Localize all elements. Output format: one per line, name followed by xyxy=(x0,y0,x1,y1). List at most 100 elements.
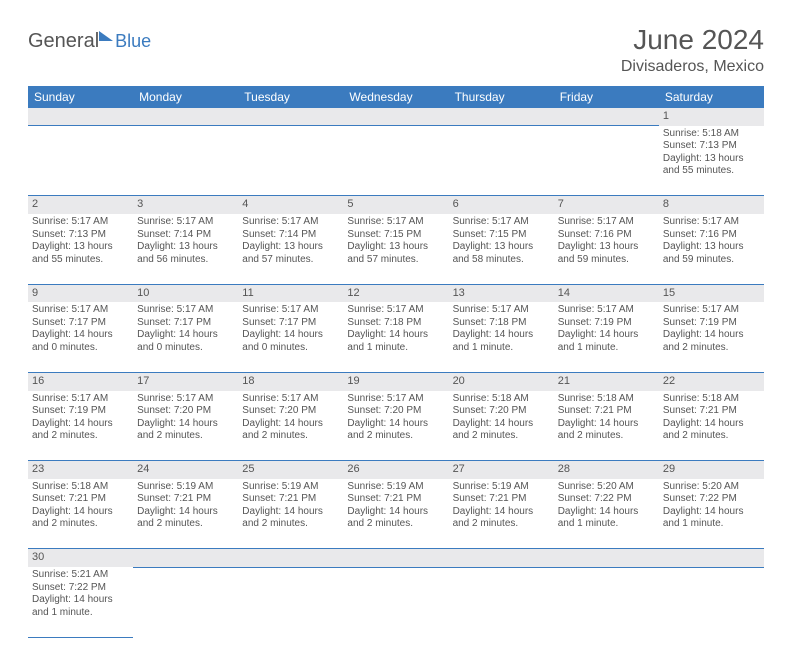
day-detail-cell: Sunrise: 5:17 AMSunset: 7:16 PMDaylight:… xyxy=(554,214,659,284)
day-number-cell: 21 xyxy=(554,372,659,390)
sunset-text: Sunset: 7:16 PM xyxy=(663,229,760,242)
day-number-cell: 24 xyxy=(133,461,238,479)
daylight-text: Daylight: 14 hours and 1 minute. xyxy=(347,329,444,354)
day-detail-cell: Sunrise: 5:18 AMSunset: 7:21 PMDaylight:… xyxy=(28,479,133,549)
day-detail-cell: Sunrise: 5:17 AMSunset: 7:14 PMDaylight:… xyxy=(238,214,343,284)
day-detail-cell: Sunrise: 5:18 AMSunset: 7:13 PMDaylight:… xyxy=(659,126,764,196)
day-number-cell: 30 xyxy=(28,549,133,567)
sunset-text: Sunset: 7:15 PM xyxy=(453,229,550,242)
sunset-text: Sunset: 7:13 PM xyxy=(32,229,129,242)
daylight-text: Daylight: 13 hours and 59 minutes. xyxy=(663,241,760,266)
sunrise-text: Sunrise: 5:17 AM xyxy=(663,304,760,317)
weekday-header: Friday xyxy=(554,86,659,108)
day-detail-row: Sunrise: 5:18 AMSunset: 7:13 PMDaylight:… xyxy=(28,126,764,196)
day-number-cell xyxy=(343,108,448,126)
day-detail-cell: Sunrise: 5:17 AMSunset: 7:20 PMDaylight:… xyxy=(343,391,448,461)
day-detail-cell: Sunrise: 5:17 AMSunset: 7:20 PMDaylight:… xyxy=(238,391,343,461)
day-number-cell: 15 xyxy=(659,284,764,302)
daylight-text: Daylight: 14 hours and 2 minutes. xyxy=(137,506,234,531)
logo-word-general: General xyxy=(28,30,99,53)
day-number-cell xyxy=(133,108,238,126)
sunset-text: Sunset: 7:15 PM xyxy=(347,229,444,242)
day-detail-cell: Sunrise: 5:17 AMSunset: 7:14 PMDaylight:… xyxy=(133,214,238,284)
sunset-text: Sunset: 7:20 PM xyxy=(347,405,444,418)
day-detail-cell: Sunrise: 5:17 AMSunset: 7:19 PMDaylight:… xyxy=(659,302,764,372)
day-detail-cell: Sunrise: 5:20 AMSunset: 7:22 PMDaylight:… xyxy=(659,479,764,549)
day-number-cell: 14 xyxy=(554,284,659,302)
sunrise-text: Sunrise: 5:17 AM xyxy=(347,216,444,229)
sunset-text: Sunset: 7:16 PM xyxy=(558,229,655,242)
sunrise-text: Sunrise: 5:17 AM xyxy=(137,304,234,317)
day-number-cell: 23 xyxy=(28,461,133,479)
month-title: June 2024 xyxy=(621,24,764,56)
sunrise-text: Sunrise: 5:17 AM xyxy=(242,304,339,317)
daylight-text: Daylight: 14 hours and 1 minute. xyxy=(32,594,129,619)
daylight-text: Daylight: 14 hours and 2 minutes. xyxy=(453,418,550,443)
day-number-cell: 20 xyxy=(449,372,554,390)
sunset-text: Sunset: 7:17 PM xyxy=(242,317,339,330)
sunset-text: Sunset: 7:19 PM xyxy=(558,317,655,330)
day-number-cell xyxy=(238,549,343,567)
day-number-cell: 3 xyxy=(133,196,238,214)
daylight-text: Daylight: 13 hours and 59 minutes. xyxy=(558,241,655,266)
daylight-text: Daylight: 14 hours and 2 minutes. xyxy=(242,418,339,443)
day-detail-cell xyxy=(554,126,659,196)
sunset-text: Sunset: 7:20 PM xyxy=(137,405,234,418)
day-detail-cell: Sunrise: 5:17 AMSunset: 7:15 PMDaylight:… xyxy=(343,214,448,284)
daylight-text: Daylight: 14 hours and 1 minute. xyxy=(453,329,550,354)
daylight-text: Daylight: 14 hours and 2 minutes. xyxy=(663,329,760,354)
day-number-cell: 4 xyxy=(238,196,343,214)
day-number-cell xyxy=(554,108,659,126)
day-detail-cell: Sunrise: 5:17 AMSunset: 7:17 PMDaylight:… xyxy=(133,302,238,372)
sunrise-text: Sunrise: 5:17 AM xyxy=(32,393,129,406)
weekday-header: Saturday xyxy=(659,86,764,108)
sunrise-text: Sunrise: 5:17 AM xyxy=(558,216,655,229)
day-detail-cell xyxy=(343,126,448,196)
sunrise-text: Sunrise: 5:18 AM xyxy=(453,393,550,406)
day-number-cell: 10 xyxy=(133,284,238,302)
day-number-cell xyxy=(659,549,764,567)
day-detail-cell: Sunrise: 5:19 AMSunset: 7:21 PMDaylight:… xyxy=(238,479,343,549)
day-detail-cell xyxy=(449,567,554,637)
day-number-cell: 9 xyxy=(28,284,133,302)
sunset-text: Sunset: 7:14 PM xyxy=(242,229,339,242)
day-number-cell xyxy=(343,549,448,567)
weekday-header: Monday xyxy=(133,86,238,108)
day-number-cell: 17 xyxy=(133,372,238,390)
day-detail-cell: Sunrise: 5:17 AMSunset: 7:19 PMDaylight:… xyxy=(28,391,133,461)
day-detail-cell: Sunrise: 5:17 AMSunset: 7:20 PMDaylight:… xyxy=(133,391,238,461)
daylight-text: Daylight: 14 hours and 2 minutes. xyxy=(347,506,444,531)
day-number-cell: 25 xyxy=(238,461,343,479)
day-number-row: 16171819202122 xyxy=(28,372,764,390)
day-number-row: 1 xyxy=(28,108,764,126)
day-number-row: 2345678 xyxy=(28,196,764,214)
daylight-text: Daylight: 14 hours and 0 minutes. xyxy=(32,329,129,354)
day-number-cell: 8 xyxy=(659,196,764,214)
sunset-text: Sunset: 7:22 PM xyxy=(32,582,129,595)
sunrise-text: Sunrise: 5:17 AM xyxy=(32,216,129,229)
day-number-cell: 26 xyxy=(343,461,448,479)
sunset-text: Sunset: 7:20 PM xyxy=(242,405,339,418)
day-number-cell: 7 xyxy=(554,196,659,214)
sunrise-text: Sunrise: 5:20 AM xyxy=(663,481,760,494)
sunset-text: Sunset: 7:19 PM xyxy=(32,405,129,418)
day-detail-cell xyxy=(133,126,238,196)
weekday-header: Wednesday xyxy=(343,86,448,108)
day-number-row: 30 xyxy=(28,549,764,567)
day-detail-cell: Sunrise: 5:20 AMSunset: 7:22 PMDaylight:… xyxy=(554,479,659,549)
day-number-cell xyxy=(28,108,133,126)
sunrise-text: Sunrise: 5:17 AM xyxy=(242,216,339,229)
sunrise-text: Sunrise: 5:17 AM xyxy=(663,216,760,229)
day-detail-row: Sunrise: 5:18 AMSunset: 7:21 PMDaylight:… xyxy=(28,479,764,549)
daylight-text: Daylight: 14 hours and 1 minute. xyxy=(663,506,760,531)
title-block: June 2024 Divisaderos, Mexico xyxy=(621,24,764,76)
sunset-text: Sunset: 7:17 PM xyxy=(32,317,129,330)
daylight-text: Daylight: 13 hours and 56 minutes. xyxy=(137,241,234,266)
sunset-text: Sunset: 7:21 PM xyxy=(453,493,550,506)
day-detail-cell: Sunrise: 5:19 AMSunset: 7:21 PMDaylight:… xyxy=(133,479,238,549)
daylight-text: Daylight: 13 hours and 58 minutes. xyxy=(453,241,550,266)
day-number-cell: 2 xyxy=(28,196,133,214)
sunset-text: Sunset: 7:13 PM xyxy=(663,140,760,153)
day-detail-row: Sunrise: 5:17 AMSunset: 7:17 PMDaylight:… xyxy=(28,302,764,372)
sunset-text: Sunset: 7:21 PM xyxy=(137,493,234,506)
